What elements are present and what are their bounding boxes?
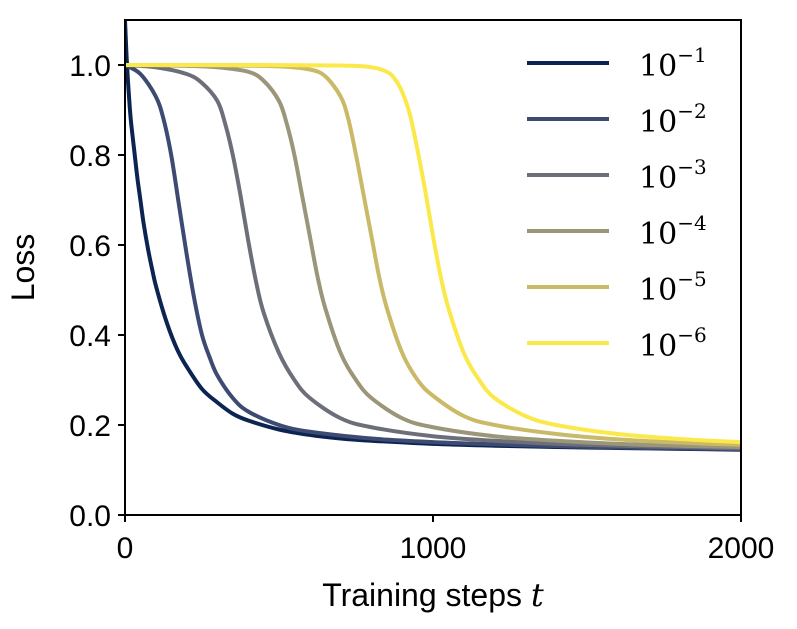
x-tick-label: 1000 xyxy=(400,532,467,565)
x-axis-label-variable: t xyxy=(531,576,544,614)
y-axis-label: Loss xyxy=(5,234,41,302)
legend-label: 10−5 xyxy=(639,267,707,308)
x-axis: 0 1000 2000 xyxy=(117,515,775,565)
legend-label: 10−1 xyxy=(639,43,707,84)
legend-label: 10−3 xyxy=(639,155,707,196)
y-tick-label: 0.4 xyxy=(69,320,111,353)
series-line-3 xyxy=(125,63,741,451)
series-line-2 xyxy=(125,63,741,452)
legend-label: 10−4 xyxy=(639,211,707,252)
legend-label: 10−6 xyxy=(639,323,707,364)
y-axis: 0.0 0.2 0.4 0.6 0.8 1.0 xyxy=(69,50,125,533)
y-tick-label: 1.0 xyxy=(69,50,111,83)
series-line-6 xyxy=(125,62,741,445)
legend: 10−1 10−2 10−3 10−4 10−5 10−6 xyxy=(527,43,707,364)
x-tick-label: 2000 xyxy=(708,532,775,565)
y-tick-label: 0.8 xyxy=(69,140,111,173)
plot-lines xyxy=(125,20,741,452)
series-line-5 xyxy=(125,63,741,447)
y-tick-label: 0.0 xyxy=(69,500,111,533)
series-line-4 xyxy=(125,63,741,450)
x-axis-label-text: Training steps xyxy=(322,577,522,613)
x-axis-label: Training steps t xyxy=(322,576,544,614)
legend-label: 10−2 xyxy=(639,99,707,140)
y-tick-label: 0.2 xyxy=(69,410,111,443)
y-tick-label: 0.6 xyxy=(69,230,111,263)
x-tick-label: 0 xyxy=(117,532,134,565)
